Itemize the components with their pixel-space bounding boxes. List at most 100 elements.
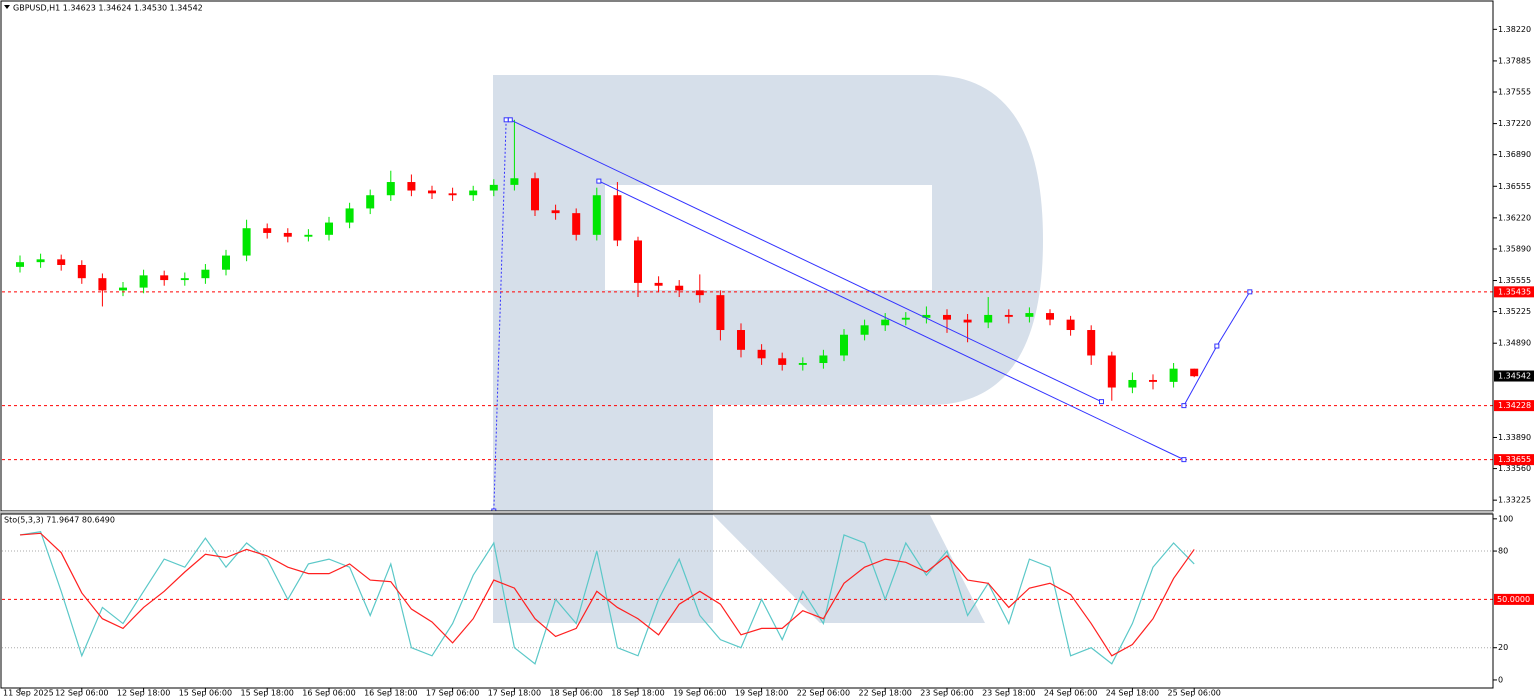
- level-tag: [1494, 286, 1534, 298]
- candle-body: [428, 190, 436, 194]
- level-label: 1.34228: [1498, 401, 1531, 410]
- x-tick-label: 19 Sep 06:00: [673, 689, 726, 698]
- x-tick-label: 23 Sep 06:00: [920, 689, 973, 698]
- y-tick-label: 1.35555: [1498, 276, 1531, 285]
- trend-anchor: [1099, 399, 1104, 405]
- x-tick-label: 24 Sep 06:00: [1044, 689, 1097, 698]
- candle-body: [963, 319, 972, 323]
- trend-anchor: [1181, 457, 1187, 463]
- trend-anchor: [1247, 289, 1253, 295]
- candle-body: [1046, 313, 1054, 320]
- candle-body: [57, 259, 66, 265]
- trend-anchor: [1181, 403, 1187, 409]
- chart-title: GBPUSD,H1 1.34623 1.34624 1.34530 1.3454…: [13, 4, 203, 13]
- candle-body: [984, 314, 993, 323]
- candle-body: [283, 232, 292, 237]
- candle-body: [860, 325, 869, 335]
- x-tick-label: 18 Sep 18:00: [611, 689, 664, 698]
- x-tick-label: 19 Sep 18:00: [735, 689, 788, 698]
- panel-separator: [0, 511, 1493, 514]
- candle-body: [798, 363, 807, 365]
- watermark-r: [493, 75, 1043, 623]
- last-price-tag: [1494, 370, 1534, 382]
- candle-body: [613, 195, 622, 241]
- x-tick-label: 11 Sep 2025: [3, 689, 54, 698]
- candle-body: [1066, 319, 1075, 331]
- x-tick-label: 24 Sep 18:00: [1106, 689, 1159, 698]
- candle-body: [345, 208, 354, 223]
- x-tick-label: 12 Sep 06:00: [55, 689, 108, 698]
- menu-triangle: [4, 5, 10, 9]
- candle-body: [139, 275, 148, 288]
- trend-anchor: [596, 178, 602, 184]
- level-label: 50.0000: [1497, 595, 1530, 604]
- candle-body: [510, 178, 519, 185]
- y-tick-label: 1.35890: [1498, 244, 1531, 253]
- x-tick-label: 17 Sep 18:00: [488, 689, 541, 698]
- candle-body: [592, 195, 601, 235]
- candle-body: [469, 190, 478, 196]
- x-tick-label: 25 Sep 06:00: [1167, 689, 1220, 698]
- y-tick-label: 100: [1498, 514, 1513, 523]
- stoch-title: Sto(5,3,3) 71.9647 80.6490: [4, 516, 115, 525]
- candle-body: [654, 282, 663, 286]
- level-tag: [1494, 400, 1534, 412]
- trend-line: [493, 119, 507, 512]
- x-tick-label: 18 Sep 06:00: [549, 689, 602, 698]
- x-tick-label: 22 Sep 18:00: [858, 689, 911, 698]
- y-tick-label: 1.33890: [1498, 433, 1531, 442]
- candle-body: [901, 317, 910, 320]
- y-tick-label: 1.37555: [1498, 88, 1531, 97]
- plot-layer: [2, 117, 1493, 665]
- y-tick-label: 1.33560: [1498, 464, 1531, 473]
- candle-body: [737, 330, 745, 350]
- trend-anchor: [507, 117, 513, 123]
- y-tick-label: 1.38220: [1498, 25, 1531, 34]
- candle-body: [922, 314, 931, 318]
- y-tick-label: 80: [1498, 547, 1508, 556]
- x-tick-label: 22 Sep 06:00: [797, 689, 850, 698]
- candle-body: [1004, 314, 1013, 317]
- candle-body: [77, 264, 86, 279]
- candle-body: [1149, 379, 1157, 382]
- candle-body: [551, 210, 560, 214]
- candle-body: [1128, 379, 1137, 388]
- candle-body: [695, 290, 704, 296]
- candle-body: [16, 262, 24, 267]
- candle-body: [489, 184, 498, 191]
- watermark: [493, 75, 1043, 623]
- candle-body: [840, 334, 848, 356]
- candle-body: [263, 228, 272, 233]
- level-label: 1.35435: [1498, 287, 1531, 296]
- candle-body: [222, 255, 230, 270]
- candle-body: [634, 240, 642, 283]
- x-tick-label: 12 Sep 18:00: [117, 689, 170, 698]
- y-tick-label: 20: [1498, 643, 1508, 652]
- candle-body: [675, 285, 684, 291]
- trend-line: [598, 180, 1185, 461]
- x-tick-label: 15 Sep 18:00: [240, 689, 293, 698]
- candle-body: [531, 178, 539, 211]
- y-tick-label: 1.37220: [1498, 119, 1531, 128]
- y-tick-label: 1.35225: [1498, 307, 1531, 316]
- trend-anchor: [503, 117, 509, 123]
- candle-body: [881, 319, 890, 326]
- y-tick-label: 1.36555: [1498, 182, 1531, 191]
- y-tick-label: 0: [1498, 675, 1503, 684]
- watermark-leg: [713, 515, 985, 623]
- candle-body: [201, 269, 210, 279]
- trend-line: [510, 119, 1102, 403]
- candle-body: [1087, 330, 1096, 356]
- level-tag: [1494, 593, 1534, 605]
- candle-body: [407, 182, 416, 191]
- candle-body: [819, 355, 828, 364]
- candle-body: [366, 195, 375, 209]
- last-price-label: 1.34542: [1498, 372, 1531, 381]
- candle-body: [572, 213, 581, 235]
- x-tick-label: 17 Sep 06:00: [426, 689, 479, 698]
- stoch-frame: [0, 513, 1494, 689]
- candle-body: [119, 287, 127, 291]
- candle-body: [1025, 313, 1034, 317]
- candle-body: [325, 222, 333, 235]
